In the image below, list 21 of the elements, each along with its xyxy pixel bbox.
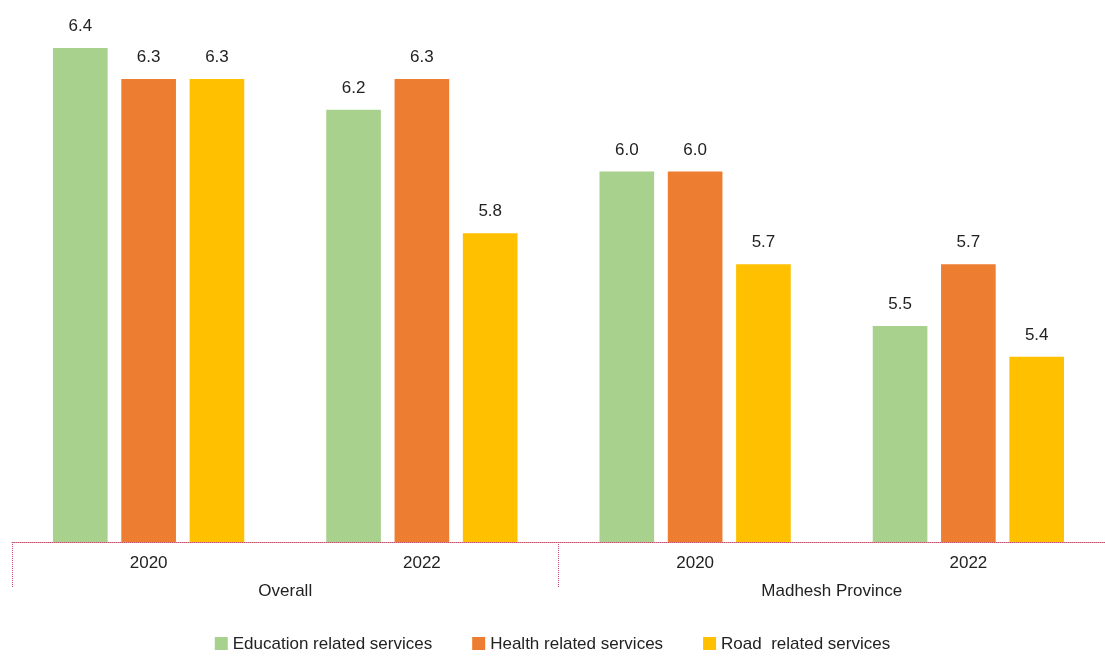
legend-label: Health related services (490, 634, 664, 653)
data-label: 5.4 (1024, 324, 1049, 344)
data-label: 6.2 (341, 77, 366, 97)
data-label: 5.8 (478, 201, 503, 221)
data-label: 6.0 (683, 139, 707, 159)
text: Overall (258, 581, 313, 600)
data-label: 5.5 (888, 293, 912, 313)
data-label: 5.7 (956, 232, 981, 252)
data-label: 5.7 (751, 232, 776, 252)
x-tick-label: 2020 (676, 553, 715, 572)
data-label: 6.3 (205, 46, 229, 66)
data-label: 6.3 (136, 46, 161, 66)
data-label: 6.3 (410, 46, 434, 66)
data-label: 6.4 (68, 16, 93, 35)
text: Madhesh Province (761, 581, 903, 600)
x-tick-label: 2020 (129, 553, 168, 572)
legend-label: Education related services (232, 634, 433, 653)
x-tick-label: 2022 (949, 553, 988, 572)
x-tick-label: 2022 (402, 553, 441, 572)
legend-label: Road related services (721, 634, 891, 653)
data-label: 6.0 (614, 139, 639, 159)
